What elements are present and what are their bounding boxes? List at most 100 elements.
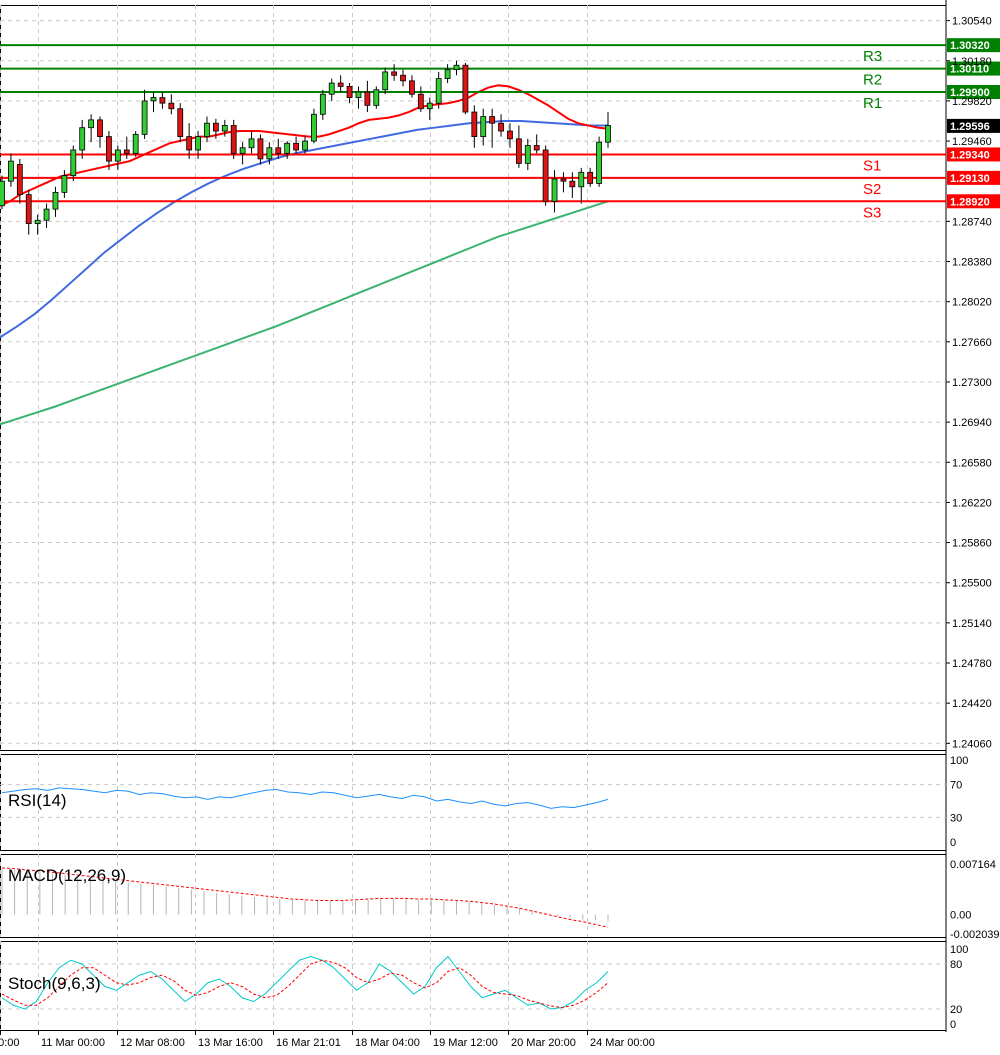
candle-body (257, 138, 264, 160)
candle-body (328, 82, 335, 95)
candle-body (560, 178, 567, 182)
rsi-label: RSI(14) (8, 791, 67, 810)
level-tag-s2 (947, 170, 1000, 185)
candle-body (123, 149, 130, 154)
macd-tick-label: -0.002039 (950, 929, 1000, 941)
level-value-s2: 1.29130 (950, 173, 990, 185)
candle-body (150, 97, 157, 102)
time-label: 18 Mar 04:00 (355, 1037, 420, 1049)
level-tag-r3 (947, 38, 1000, 53)
macd-signal-line (1, 867, 609, 928)
candle-body (204, 122, 210, 138)
time-label: 20 Mar 20:00 (511, 1037, 576, 1049)
ma-blue-line (0, 119, 608, 339)
candle-body (8, 160, 14, 182)
stoch-tick-label: 80 (950, 959, 962, 971)
candle-body (0, 180, 5, 207)
candle-body (426, 102, 433, 110)
level-tag-r1 (947, 84, 1000, 99)
rsi-tick-label: 0 (950, 837, 956, 849)
candle-body (16, 164, 23, 195)
current-price-tag (947, 118, 1000, 133)
current-price-label: 1.29596 (950, 121, 990, 133)
candle-body (239, 147, 246, 154)
time-label: 00:00 (0, 1037, 20, 1049)
candle-body (587, 171, 594, 184)
candle-body (507, 130, 513, 140)
candle-body (70, 149, 77, 177)
level-value-r2: 1.30110 (950, 64, 989, 76)
level-value-r3: 1.30320 (950, 40, 990, 52)
price-tick-label: 1.24420 (952, 698, 992, 710)
panel-frame (0, 854, 947, 938)
candle-body (212, 122, 219, 132)
price-tick-label: 1.28380 (952, 257, 992, 269)
candle-body (578, 171, 585, 188)
time-label: 12 Mar 08:00 (120, 1037, 185, 1049)
level-value-s3: 1.28920 (950, 196, 990, 208)
candle-body (293, 142, 299, 151)
candle-body (159, 97, 166, 104)
level-tag-s3 (947, 194, 1000, 209)
level-tag-s1 (947, 147, 1000, 162)
candle-body (533, 145, 540, 151)
grid (0, 0, 947, 1032)
price-tick-label: 1.27660 (952, 337, 992, 349)
candle-body (275, 147, 282, 154)
candle-body (106, 136, 112, 162)
level-name-s3: S3 (863, 204, 881, 221)
level-name-s2: S2 (863, 181, 881, 198)
stoch-tick-label: 0 (950, 1019, 956, 1031)
level-name-r2: R2 (863, 72, 882, 89)
candle-body (400, 74, 406, 82)
rsi-tick-label: 70 (950, 780, 962, 792)
candle-body (373, 89, 380, 106)
macd-tick-label: 0.00 (950, 910, 971, 922)
candle-body (266, 147, 273, 160)
candle-body (52, 191, 59, 210)
candle-body (302, 140, 308, 151)
price-tick-label: 1.24780 (952, 658, 992, 670)
level-name-r3: R3 (863, 48, 882, 65)
candle-body (230, 125, 237, 154)
candle-body (515, 138, 522, 164)
price-tick-label: 1.28740 (952, 216, 992, 228)
panel-frame (0, 941, 947, 1031)
candle-body (435, 78, 442, 104)
candle-body (132, 133, 139, 154)
macd-tick-label: 0.007164 (950, 859, 996, 871)
candle-body (141, 100, 148, 135)
candle-body (319, 93, 326, 115)
stoch-label: Stoch(9,6,3) (8, 974, 101, 993)
candle-body (498, 122, 504, 132)
price-tick-label: 1.28020 (952, 297, 992, 309)
candle-body (569, 180, 576, 188)
time-label: 19 Mar 12:00 (433, 1037, 498, 1049)
level-name-r1: R1 (863, 95, 882, 112)
candle-body (114, 149, 121, 162)
candle-body (61, 175, 68, 193)
candle-body (596, 141, 602, 184)
level-value-r1: 1.29900 (950, 87, 990, 99)
price-tick-label: 1.30180 (952, 56, 992, 68)
candle-body (177, 108, 184, 138)
time-label: 11 Mar 00:00 (41, 1037, 105, 1049)
rsi-line (1, 787, 609, 809)
time-label: 16 Mar 21:01 (276, 1037, 341, 1049)
level-tag-r2 (947, 61, 1000, 76)
candle-body (391, 71, 398, 76)
candle-body (489, 116, 496, 124)
candle-body (195, 136, 201, 151)
candle-body (284, 142, 291, 154)
candle-body (480, 116, 487, 138)
macd-label: MACD(12,26,9) (8, 866, 126, 885)
price-tick-label: 1.29820 (952, 96, 992, 108)
candle-body (221, 125, 228, 132)
candle-body (88, 119, 95, 129)
indicators: 100 70 30 0 0.007164 0.00 -0.002039 100 80 20 0 (1, 755, 1000, 1031)
rsi-tick-label: 100 (950, 755, 968, 767)
moving-averages (0, 84, 609, 426)
candle-body (311, 113, 317, 142)
candle-body (542, 149, 549, 202)
candle-body (444, 69, 451, 80)
